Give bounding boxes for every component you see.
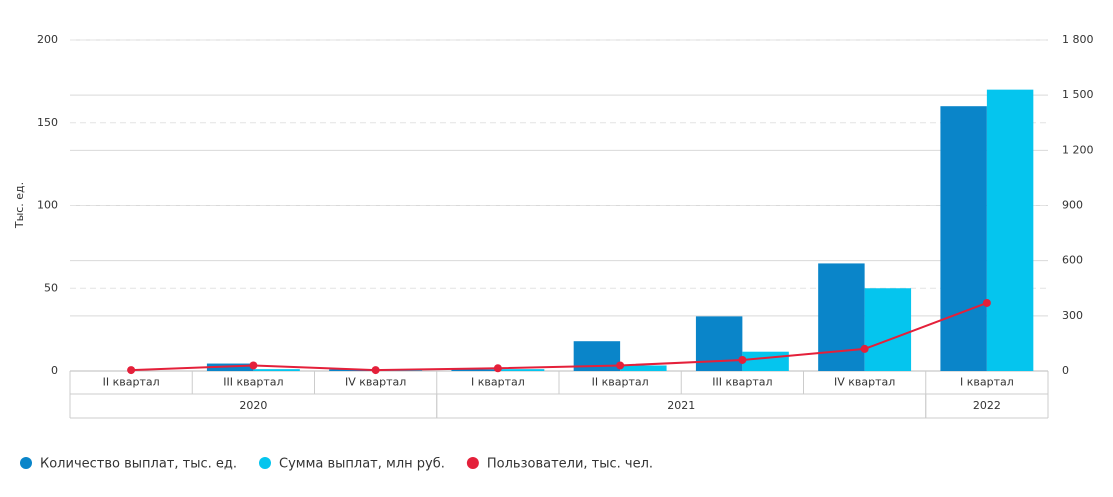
y2-tick-label: 0 — [1062, 364, 1069, 377]
bar — [695, 316, 743, 371]
bar — [940, 106, 987, 371]
point — [616, 361, 625, 370]
legend-marker — [259, 457, 271, 469]
y-tick-label: 200 — [37, 33, 58, 46]
x-group-label: 2020 — [239, 399, 267, 412]
point — [127, 366, 136, 375]
x-tick-label: I квартал — [960, 376, 1014, 389]
x-tick-label: IV квартал — [834, 376, 895, 389]
y-tick-label: 150 — [37, 116, 58, 129]
legend-marker — [466, 457, 479, 469]
y2-tick-label: 600 — [1062, 254, 1083, 267]
legend-label: Сумма выплат, млн руб. — [279, 457, 445, 472]
bar — [986, 89, 1034, 372]
point — [982, 298, 991, 307]
point — [249, 361, 258, 370]
line — [131, 302, 988, 372]
y2-tick-label: 300 — [1062, 309, 1083, 322]
y-tick-label: 100 — [37, 199, 58, 212]
y-tick-label: 50 — [44, 281, 58, 294]
x-group-label: 2021 — [667, 399, 695, 412]
y2-tick-label: 1 800 — [1062, 33, 1094, 46]
bar — [253, 369, 300, 371]
point — [738, 355, 747, 364]
bar — [742, 351, 789, 371]
legend-marker — [20, 457, 32, 469]
x-tick-label: IV квартал — [345, 376, 406, 389]
bar — [864, 288, 912, 371]
bar — [451, 369, 498, 371]
bar — [818, 263, 865, 371]
legend-label: Пользователи, тыс. чел. — [487, 457, 653, 472]
point — [371, 366, 380, 375]
y-tick-label: 0 — [51, 364, 58, 377]
x-tick-label: I квартал — [471, 376, 525, 389]
y2-tick-label: 1 200 — [1062, 143, 1094, 156]
bar — [620, 365, 667, 371]
x-tick-label: II квартал — [592, 376, 649, 389]
x-tick-label: III квартал — [223, 376, 283, 389]
x-group-label: 2022 — [973, 399, 1001, 412]
x-tick-label: III квартал — [712, 376, 772, 389]
bar — [497, 369, 545, 371]
point — [493, 364, 502, 373]
y2-tick-label: 900 — [1062, 199, 1083, 212]
x-tick-label: II квартал — [103, 376, 160, 389]
y-axis-label: Тыс. ед. — [13, 182, 26, 229]
point — [860, 344, 869, 353]
legend: Количество выплат, тыс. ед. Сумма выплат,… — [20, 457, 653, 472]
y2-tick-label: 1 500 — [1062, 88, 1094, 101]
legend-label: Количество выплат, тыс. ед. — [40, 457, 237, 472]
